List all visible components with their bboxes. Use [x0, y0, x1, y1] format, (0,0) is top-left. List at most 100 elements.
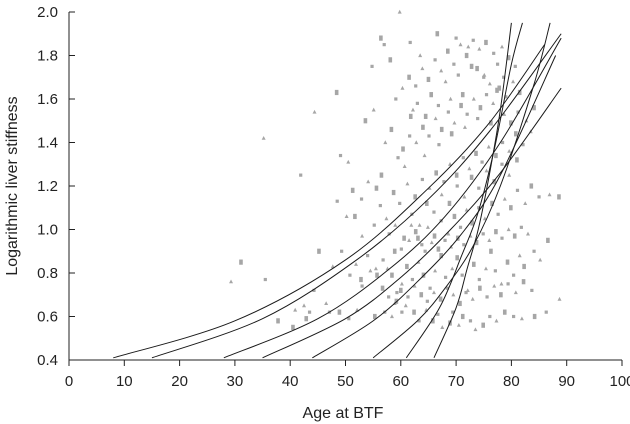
regression-curve-4: [262, 87, 562, 359]
data-point: [509, 120, 513, 126]
data-point: [477, 206, 481, 210]
data-point: [414, 140, 419, 145]
data-point: [499, 281, 504, 286]
data-point: [291, 324, 295, 330]
y-tick-label: 1.0: [37, 222, 58, 239]
data-point: [410, 277, 415, 282]
data-point: [406, 295, 410, 299]
data-point: [397, 9, 402, 14]
data-point: [415, 101, 419, 105]
data-point: [446, 231, 451, 236]
regression-curves: [113, 22, 562, 359]
data-point: [378, 203, 382, 208]
data-point: [437, 143, 441, 147]
data-point: [494, 152, 498, 159]
data-point: [452, 120, 457, 125]
data-point: [506, 227, 511, 232]
data-point: [454, 172, 459, 178]
data-point: [466, 44, 471, 49]
data-point: [557, 194, 561, 200]
data-point: [481, 322, 485, 328]
data-point: [532, 249, 536, 253]
data-point: [436, 103, 441, 108]
data-point: [393, 222, 398, 227]
data-point: [471, 261, 476, 267]
data-point: [485, 295, 489, 299]
data-point: [372, 223, 376, 227]
data-point: [388, 57, 393, 63]
data-point: [374, 185, 379, 191]
data-point: [382, 43, 386, 47]
data-point: [557, 296, 562, 301]
data-point: [424, 200, 429, 206]
data-point: [276, 318, 280, 324]
data-point: [379, 35, 383, 41]
data-point: [440, 325, 445, 329]
data-point: [423, 113, 428, 119]
data-point: [492, 179, 497, 185]
data-point: [450, 266, 455, 271]
data-point: [451, 292, 456, 297]
data-point: [458, 225, 463, 229]
data-point: [422, 153, 427, 158]
data-point: [324, 301, 329, 306]
x-axis-title: Age at BTF: [303, 405, 384, 422]
data-point: [467, 166, 472, 171]
x-tick-label: 90: [558, 373, 575, 390]
data-point: [462, 194, 467, 199]
data-point: [402, 235, 406, 241]
data-point: [420, 66, 425, 71]
regression-curve-3: [223, 37, 562, 359]
data-point: [511, 79, 516, 84]
data-point: [405, 181, 410, 186]
regression-curve-6: [372, 22, 551, 359]
data-point: [380, 285, 385, 291]
data-point: [507, 149, 512, 153]
data-point: [482, 75, 486, 79]
data-point: [399, 281, 404, 286]
data-point: [487, 81, 492, 86]
data-point: [312, 288, 316, 292]
data-point: [477, 277, 481, 282]
data-point: [490, 200, 494, 206]
data-point: [547, 192, 552, 197]
data-point: [537, 195, 541, 199]
data-point: [432, 233, 437, 239]
data-point: [391, 189, 396, 196]
data-point: [371, 107, 376, 112]
data-point: [475, 65, 479, 72]
data-point: [414, 84, 418, 88]
data-point: [481, 232, 485, 236]
data-point: [447, 200, 452, 206]
data-point: [433, 58, 437, 62]
data-points: [229, 9, 562, 332]
data-point: [482, 216, 487, 221]
data-point: [419, 292, 424, 298]
data-point: [469, 63, 474, 69]
data-point: [307, 310, 312, 314]
data-point: [483, 266, 488, 271]
data-point: [346, 159, 351, 164]
data-point: [439, 68, 444, 73]
data-point: [492, 51, 496, 55]
regression-curve-7: [405, 22, 523, 359]
data-point: [317, 248, 321, 254]
data-point: [512, 233, 517, 239]
data-point: [338, 153, 343, 158]
data-point: [500, 236, 504, 240]
data-point: [347, 317, 351, 321]
data-point: [478, 285, 482, 291]
data-point: [387, 232, 391, 236]
data-point: [410, 107, 415, 112]
x-tick-label: 30: [227, 373, 244, 390]
data-point: [436, 246, 441, 252]
data-point: [484, 168, 489, 173]
data-point: [522, 263, 526, 270]
data-point: [516, 110, 520, 114]
y-tick-label: 0.6: [37, 309, 58, 326]
data-point: [512, 314, 516, 319]
data-point: [514, 131, 518, 137]
data-point: [464, 52, 469, 59]
data-point: [400, 85, 405, 90]
x-tick-label: 40: [282, 373, 299, 390]
